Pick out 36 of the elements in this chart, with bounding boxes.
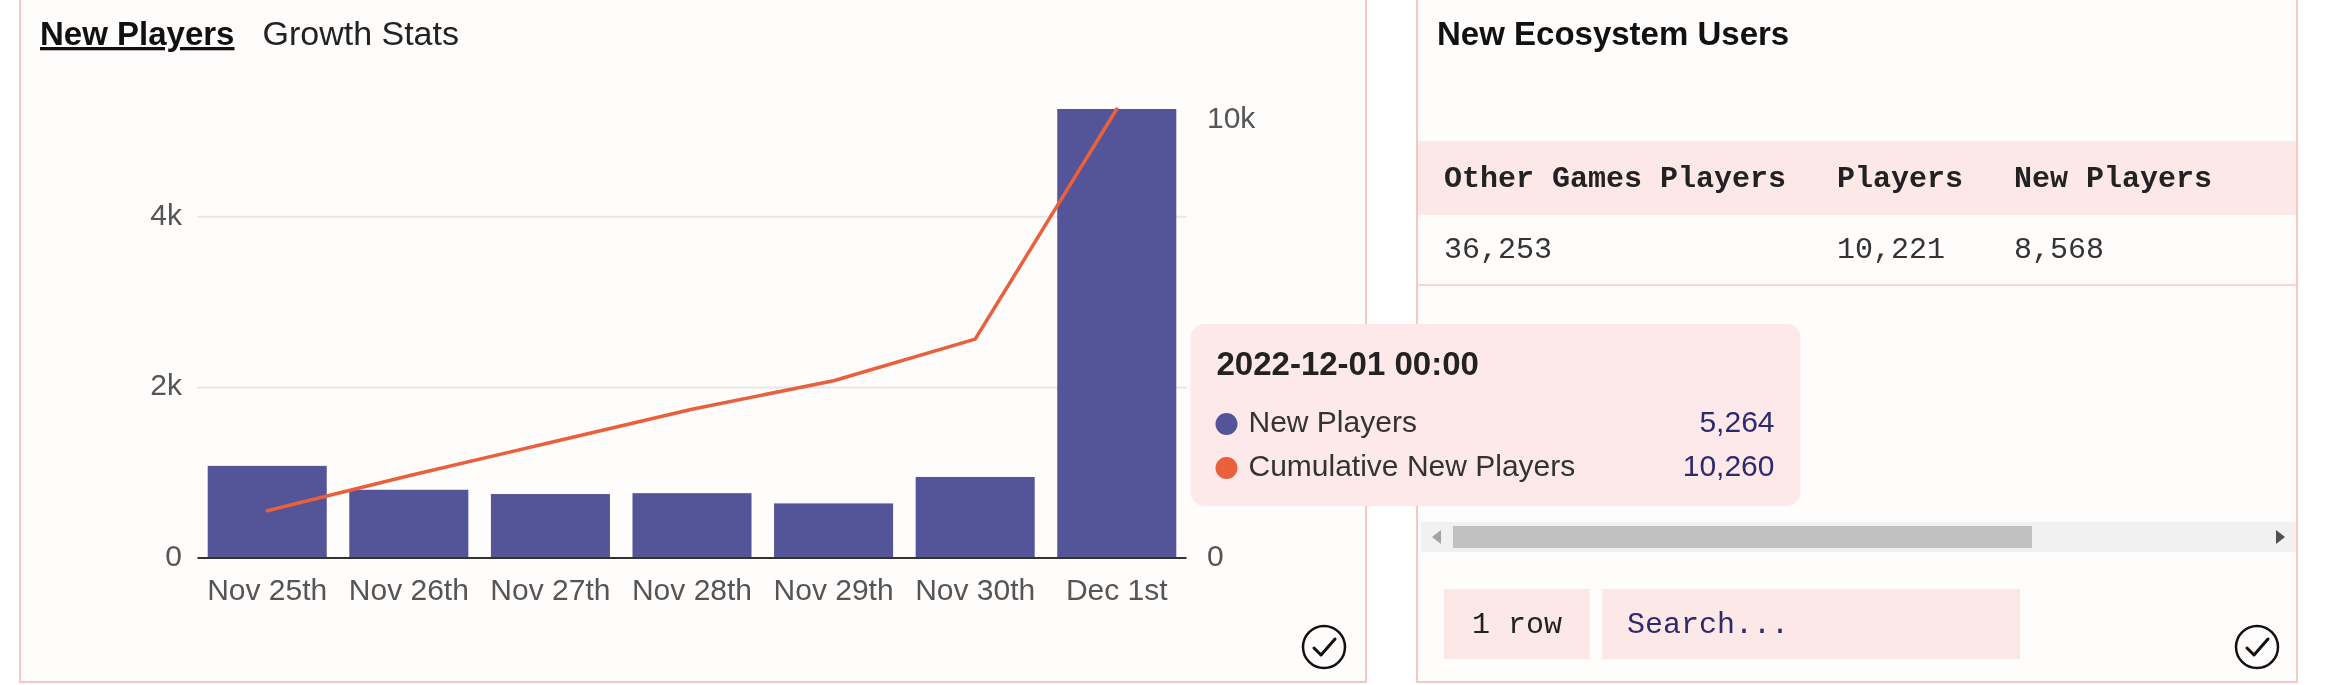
text: Players bbox=[1837, 161, 1964, 196]
y2-tick-label: 0 bbox=[1207, 538, 1224, 572]
bar bbox=[349, 489, 469, 558]
x-tick-label: Nov 30th bbox=[915, 572, 1036, 606]
text: 8,568 bbox=[2014, 232, 2105, 267]
text: Other Games Players bbox=[1444, 161, 1787, 196]
text: New Players bbox=[2014, 161, 2213, 196]
text: 36,253 bbox=[1444, 232, 1553, 267]
bar bbox=[490, 494, 610, 558]
legend-title: 2022-12-01 00:00 bbox=[1216, 344, 1479, 382]
y-tick-label: 4k bbox=[150, 197, 183, 231]
bar bbox=[207, 465, 327, 558]
y-tick-label: 2k bbox=[150, 368, 183, 402]
bar bbox=[1057, 109, 1177, 558]
text: 10,260 bbox=[1682, 448, 1775, 482]
y-tick-label: 0 bbox=[165, 538, 182, 572]
chart-title: New Players bbox=[40, 15, 235, 52]
line-series bbox=[265, 107, 1119, 513]
bar bbox=[774, 503, 894, 558]
text: Search... bbox=[1627, 607, 1790, 642]
x-tick-label: Nov 28th bbox=[631, 572, 753, 606]
x-tick-label: Nov 26th bbox=[348, 572, 469, 606]
text: 1 row bbox=[1472, 607, 1563, 642]
x-tick-label: Nov 27th bbox=[490, 572, 611, 606]
y2-tick-label: 10k bbox=[1207, 101, 1257, 135]
x-tick-label: Nov 29th bbox=[773, 572, 894, 606]
x-tick-label: Nov 25th bbox=[207, 572, 328, 606]
text: 5,264 bbox=[1699, 404, 1775, 438]
bar bbox=[915, 476, 1035, 558]
legend-label: New Players bbox=[1248, 404, 1417, 438]
text: New Ecosystem Users bbox=[1437, 15, 1790, 52]
legend-label: Cumulative New Players bbox=[1248, 448, 1576, 482]
x-tick-label: Dec 1st bbox=[1065, 572, 1169, 606]
chart-subtitle: Growth Stats bbox=[262, 14, 459, 52]
text: 10,221 bbox=[1837, 232, 1946, 267]
bar bbox=[632, 493, 752, 558]
